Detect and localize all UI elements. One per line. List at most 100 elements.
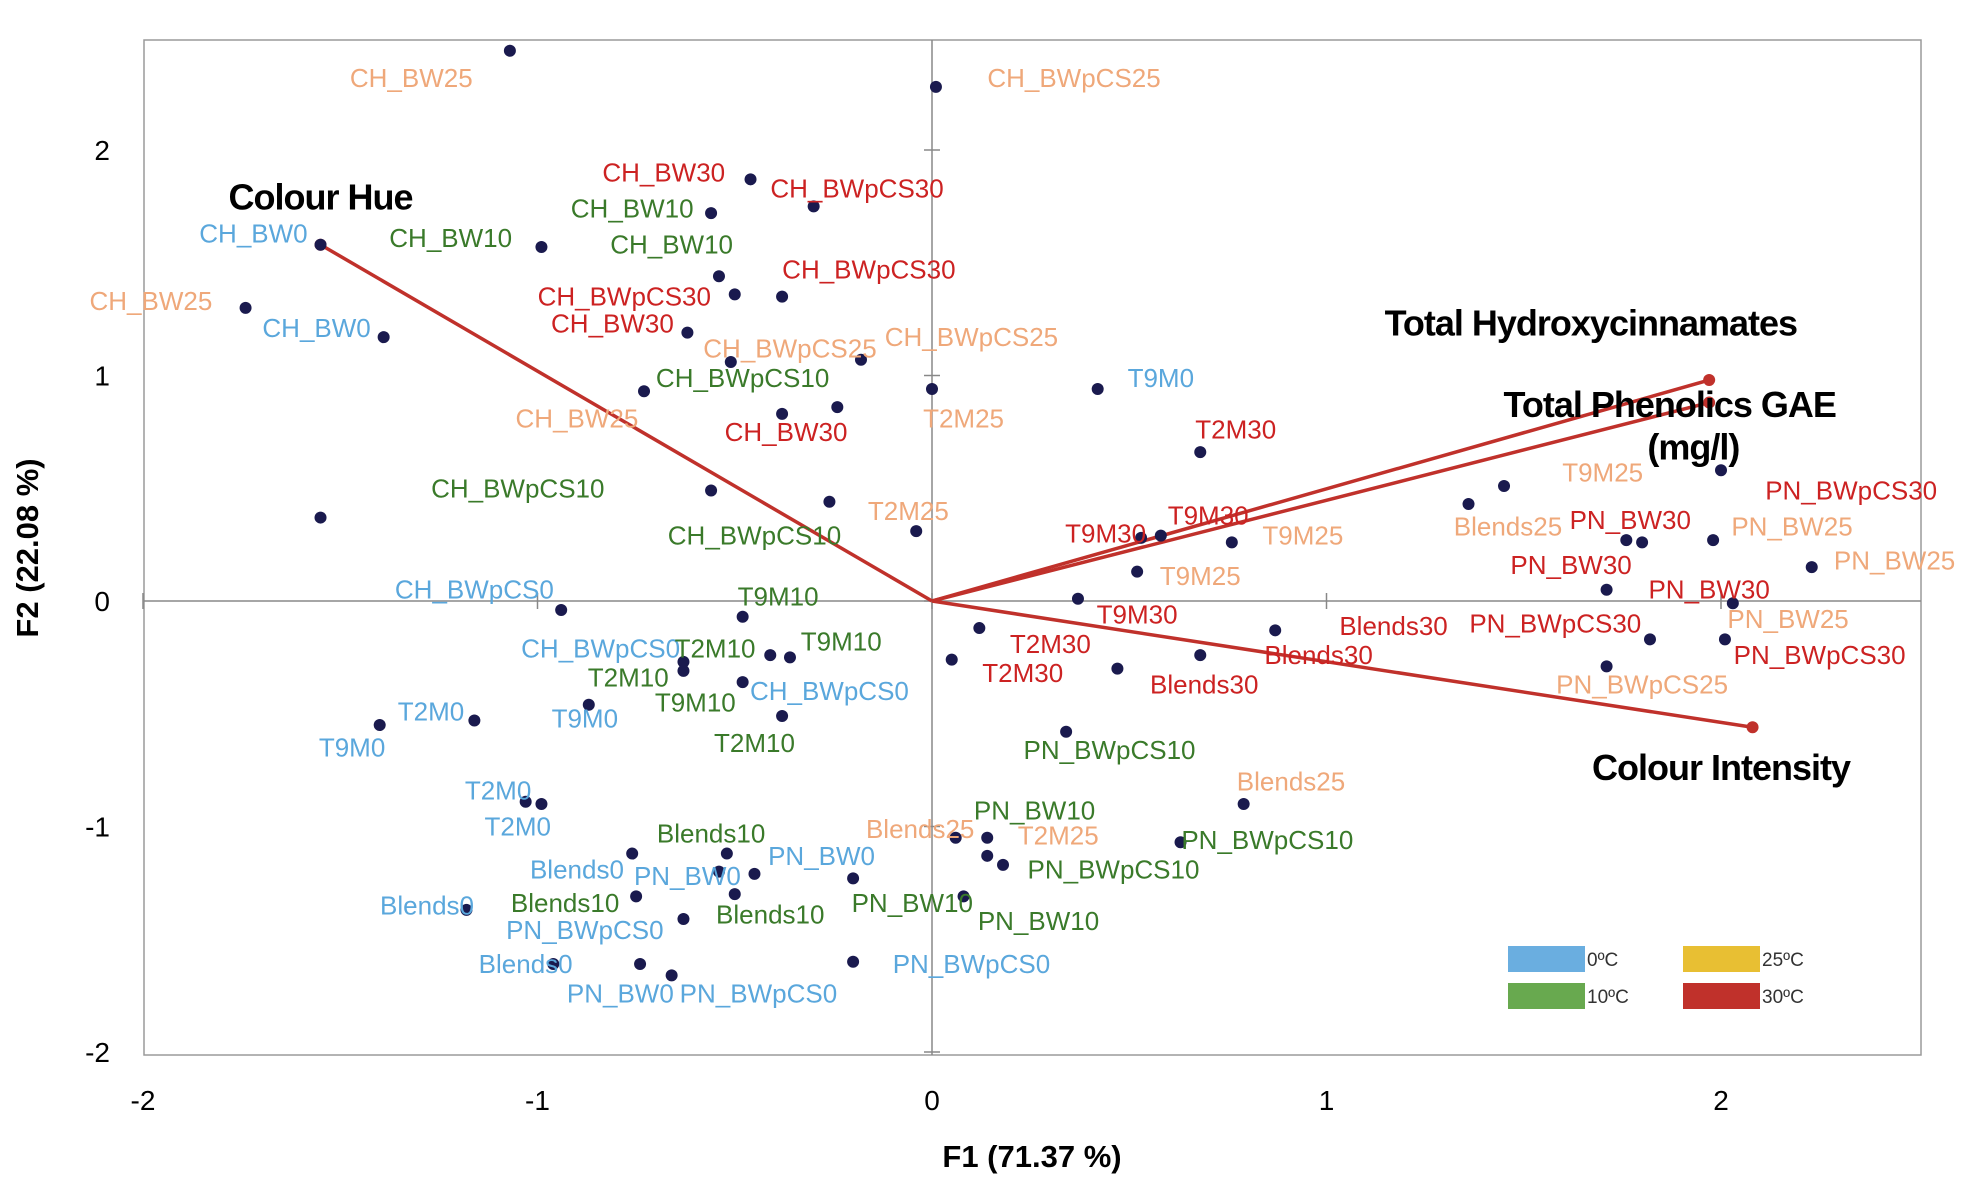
- data-point: [748, 867, 761, 880]
- plot-area: [143, 39, 1922, 1056]
- y-tick-labels: -2 -1 0 1 2: [85, 135, 110, 1068]
- data-point: [981, 831, 994, 844]
- point-label: T9M0: [1128, 363, 1194, 393]
- data-point: [949, 831, 962, 844]
- data-point: [973, 622, 986, 635]
- data-point: [744, 173, 757, 186]
- data-point: [831, 401, 844, 414]
- legend-label: 10ºC: [1587, 987, 1629, 1008]
- point-label: T2M30: [1195, 415, 1276, 445]
- data-point: [503, 44, 516, 57]
- point-label: T2M10: [714, 728, 795, 758]
- point-label: PN_BW25: [1727, 604, 1848, 634]
- data-point: [314, 511, 327, 524]
- point-label: CH_BW10: [389, 223, 512, 253]
- data-point: [776, 290, 789, 303]
- y-tick-label: 1: [94, 361, 110, 392]
- point-label: Blends10: [511, 888, 619, 918]
- data-point: [535, 240, 548, 253]
- y-tick-label: 0: [94, 586, 110, 617]
- point-label: T9M30: [1168, 500, 1249, 530]
- data-point: [776, 710, 789, 723]
- point-label: CH_BW0: [262, 313, 370, 343]
- data-point: [807, 200, 820, 213]
- variable-label: Colour Intensity: [1592, 747, 1851, 788]
- point-label: T9M30: [1097, 600, 1178, 630]
- point-label: Blends30: [1264, 640, 1372, 670]
- variable-vector: [931, 400, 1710, 603]
- point-label: CH_BWpCS30: [538, 282, 711, 312]
- point-label: T9M0: [552, 703, 618, 733]
- point-label: PN_BW10: [852, 888, 973, 918]
- data-point: [373, 719, 386, 732]
- point-label: T9M25: [1160, 561, 1241, 591]
- data-point: [1154, 529, 1167, 542]
- x-tick-label: -1: [525, 1085, 550, 1116]
- variable-vector: [931, 378, 1710, 603]
- data-point: [1194, 446, 1207, 459]
- data-point: [314, 238, 327, 251]
- point-label: CH_BW10: [571, 194, 694, 224]
- point-label: CH_BWpCS10: [656, 363, 829, 393]
- y-tick-label: -1: [85, 812, 110, 843]
- data-point: [854, 353, 867, 366]
- variable-label: (mg/l): [1647, 427, 1739, 468]
- point-label: PN_BW25: [1731, 512, 1852, 542]
- variable-vector-tip: [1703, 396, 1716, 409]
- point-label: PN_BW25: [1834, 545, 1955, 575]
- data-point: [1091, 383, 1104, 396]
- y-axis-title: F2 (22.08 %): [10, 458, 45, 637]
- point-label: T9M10: [738, 581, 819, 611]
- data-point: [997, 858, 1010, 871]
- point-label: CH_BWpCS25: [885, 322, 1058, 352]
- point-label: T9M10: [801, 627, 882, 657]
- data-point: [981, 849, 994, 862]
- point-label: PN_BWpCS10: [1181, 825, 1353, 855]
- point-label: PN_BW10: [974, 796, 1095, 826]
- point-label: T2M25: [923, 403, 1004, 433]
- x-tick-label: 0: [924, 1085, 940, 1116]
- data-point: [665, 969, 678, 982]
- legend-swatch: [1508, 983, 1585, 1009]
- data-point: [1707, 534, 1720, 547]
- point-label: PN_BW30: [1648, 575, 1769, 605]
- data-point: [239, 301, 252, 314]
- point-label: CH_BWpCS30: [782, 255, 955, 285]
- data-point: [783, 651, 796, 664]
- point-label: CH_BWpCS25: [987, 63, 1160, 93]
- point-label: PN_BW30: [1570, 505, 1691, 535]
- point-label: T2M0: [485, 812, 551, 842]
- point-label: T2M30: [982, 658, 1063, 688]
- point-label: Blends0: [479, 949, 573, 979]
- point-label: Blends25: [866, 814, 974, 844]
- data-point: [1135, 531, 1148, 544]
- data-point: [1600, 660, 1613, 673]
- data-point: [1131, 565, 1144, 578]
- x-tick-label: -2: [131, 1085, 156, 1116]
- data-point: [712, 865, 725, 878]
- data-point: [460, 903, 473, 916]
- data-point: [720, 847, 733, 860]
- data-point: [1111, 662, 1124, 675]
- data-point: [712, 270, 725, 283]
- point-label: PN_BWpCS30: [1765, 476, 1937, 506]
- data-point: [626, 847, 639, 860]
- point-label: Blends25: [1454, 512, 1562, 542]
- data-point: [677, 655, 690, 668]
- data-point: [1462, 498, 1475, 511]
- observation-points: [239, 44, 1818, 982]
- data-point: [677, 664, 690, 677]
- point-label: CH_BWpCS10: [668, 521, 841, 551]
- point-label: CH_BW25: [516, 403, 639, 433]
- data-point: [547, 958, 560, 971]
- point-label: PN_BWpCS30: [1469, 609, 1641, 639]
- point-label: PN_BWpCS10: [1027, 854, 1199, 884]
- data-point: [1718, 633, 1731, 646]
- data-point: [677, 912, 690, 925]
- point-label: PN_BWpCS25: [1556, 669, 1728, 699]
- legend-label: 30ºC: [1762, 987, 1804, 1008]
- data-point: [736, 676, 749, 689]
- point-label: CH_BWpCS0: [750, 676, 909, 706]
- data-point: [929, 80, 942, 93]
- y-tick-label: 2: [94, 135, 110, 166]
